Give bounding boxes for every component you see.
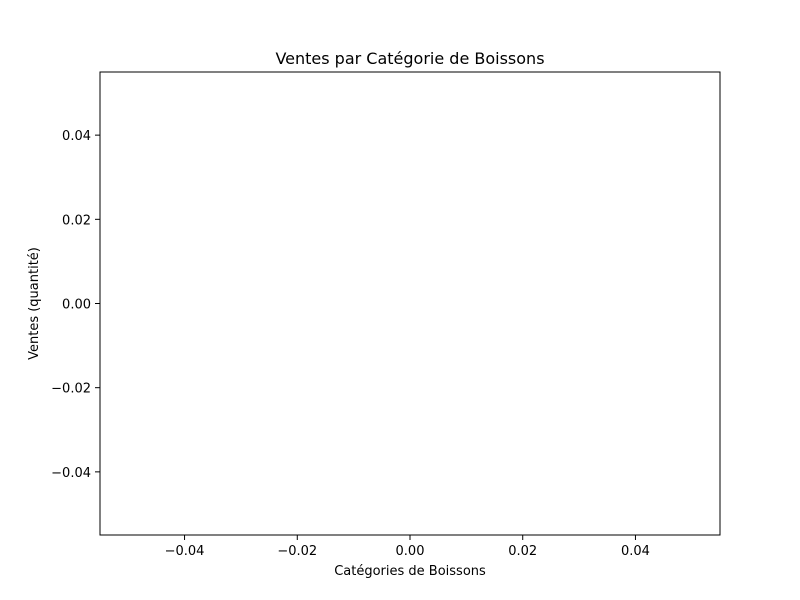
x-tick-label: −0.02 (277, 544, 317, 559)
y-tick-label: 0.02 (62, 213, 91, 228)
y-tick-label: −0.04 (51, 466, 91, 481)
y-tick-label: 0.04 (62, 129, 91, 144)
x-tick-label: −0.04 (165, 544, 205, 559)
chart-title: Ventes par Catégorie de Boissons (275, 49, 544, 68)
y-axis-title: Ventes (quantité) (27, 247, 42, 360)
y-axis: −0.04 −0.02 0.00 0.02 0.04 (51, 129, 100, 481)
x-axis-title: Catégories de Boissons (334, 564, 486, 579)
x-tick-label: 0.04 (621, 544, 650, 559)
x-axis: −0.04 −0.02 0.00 0.02 0.04 (165, 535, 650, 559)
x-tick-label: 0.02 (508, 544, 537, 559)
y-tick-label: −0.02 (51, 382, 91, 397)
y-tick-label: 0.00 (62, 298, 91, 313)
x-tick-label: 0.00 (396, 544, 425, 559)
